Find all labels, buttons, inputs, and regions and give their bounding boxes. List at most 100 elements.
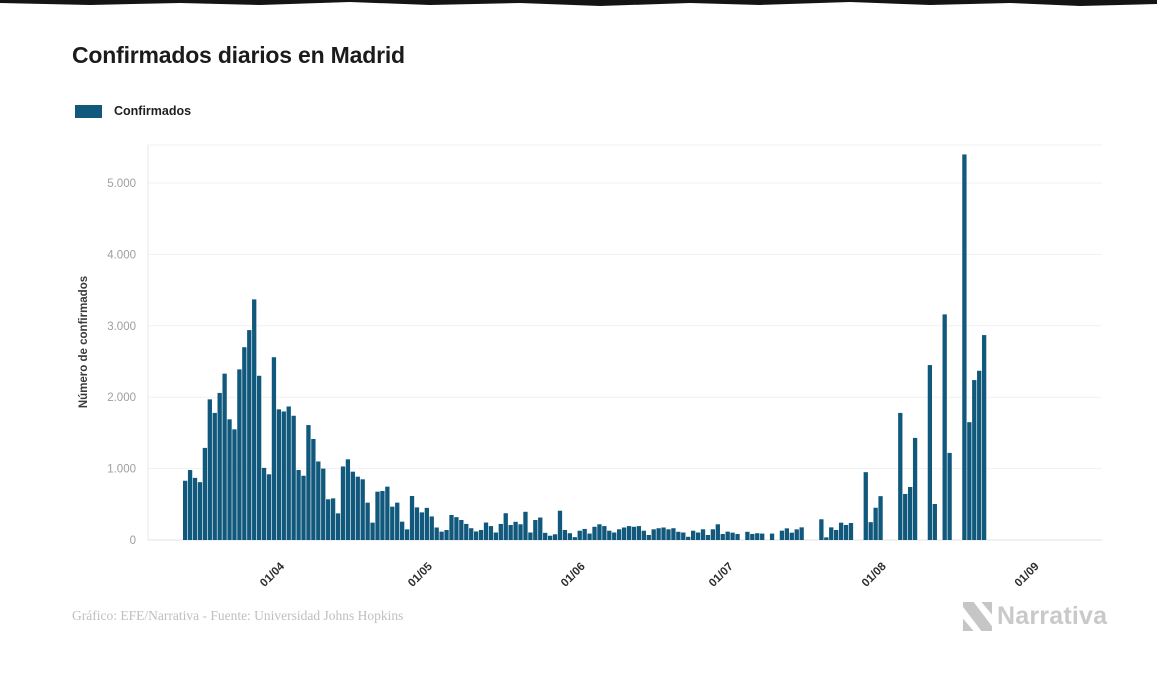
bar: [227, 419, 232, 540]
bar: [478, 530, 484, 540]
bar: [503, 513, 508, 541]
bar: [834, 530, 839, 540]
bar: [710, 529, 716, 540]
bar: [306, 425, 311, 540]
bar: [631, 526, 637, 540]
bar: [760, 533, 765, 540]
bar: [562, 530, 568, 540]
bar: [681, 532, 686, 540]
bar: [557, 510, 563, 540]
bar: [395, 502, 400, 540]
bar: [355, 476, 360, 540]
bar: [513, 521, 518, 540]
bar: [962, 154, 967, 540]
bar: [617, 529, 622, 540]
bar: [903, 493, 908, 540]
bar: [316, 461, 321, 540]
bar: [651, 529, 656, 540]
x-tick-label: 01/07: [707, 561, 736, 590]
bar: [296, 470, 301, 540]
bar: [256, 375, 262, 540]
bar: [508, 525, 513, 540]
bar: [380, 491, 385, 540]
bar: [518, 524, 523, 540]
bar: [286, 406, 291, 540]
bar: [730, 532, 735, 540]
bar: [582, 528, 587, 540]
bar: [967, 422, 972, 540]
bar: [439, 531, 444, 540]
bar: [281, 411, 286, 540]
bar: [335, 513, 341, 540]
legend-label: Confirmados: [114, 104, 192, 118]
y-tick-label: 5.000: [107, 178, 136, 190]
x-tick-label: 01/04: [258, 560, 287, 589]
bar: [908, 487, 913, 540]
bar: [543, 532, 548, 540]
bar: [819, 519, 824, 540]
bar: [266, 474, 272, 540]
bar: [602, 526, 607, 540]
y-tick-label: 3.000: [107, 321, 136, 333]
bar: [612, 532, 617, 540]
bar: [311, 438, 316, 540]
bar: [750, 533, 755, 540]
bar: [429, 516, 434, 540]
bar: [666, 529, 671, 540]
bar: [404, 529, 410, 540]
bar: [779, 530, 785, 540]
bar: [449, 515, 454, 540]
bar: [528, 532, 533, 540]
bar: [242, 347, 247, 540]
bar: [927, 365, 933, 540]
bar: [873, 507, 878, 540]
bar: [607, 530, 612, 540]
bar: [572, 537, 577, 540]
bar: [197, 482, 203, 540]
x-tick-label: 01/05: [406, 560, 435, 589]
y-tick-label: 1.000: [107, 464, 136, 476]
legend-item-confirmados[interactable]: Confirmados: [75, 104, 191, 118]
bar: [523, 511, 528, 540]
bar: [400, 521, 405, 540]
bar: [700, 529, 706, 540]
bar: [414, 507, 420, 540]
bar: [232, 429, 237, 540]
x-tick-label: 01/09: [1013, 561, 1042, 590]
bar: [370, 522, 375, 540]
bar: [577, 530, 582, 540]
bar: [720, 534, 725, 540]
chart-source: Gráfico: EFE/Narrativa - Fuente: Univers…: [72, 608, 404, 623]
bar: [217, 392, 222, 540]
bar: [789, 532, 794, 540]
bar: [587, 533, 592, 540]
bar: [454, 517, 459, 540]
bar: [538, 517, 543, 540]
bar: [695, 532, 701, 540]
bar: [676, 531, 681, 540]
bar: [222, 373, 227, 540]
bar: [444, 530, 449, 540]
bar: [271, 357, 277, 540]
top-edge-strip: [0, 0, 1157, 6]
bar: [552, 534, 558, 540]
narrativa-logo: Narrativa: [962, 601, 1107, 632]
bar: [345, 459, 351, 540]
bar: [784, 528, 789, 540]
bar: [237, 369, 242, 540]
bar: [745, 531, 750, 540]
bar: [547, 535, 553, 540]
bar: [977, 370, 982, 540]
bar: [498, 523, 503, 540]
bar: [261, 467, 267, 540]
bar: [375, 491, 380, 540]
bar: [947, 452, 952, 540]
bar: [326, 499, 331, 540]
bar: [799, 527, 804, 540]
bar: [646, 535, 651, 540]
y-axis-title: Número de confirmados: [78, 276, 90, 408]
bar: [932, 504, 937, 540]
narrativa-logo-icon: [962, 601, 993, 632]
